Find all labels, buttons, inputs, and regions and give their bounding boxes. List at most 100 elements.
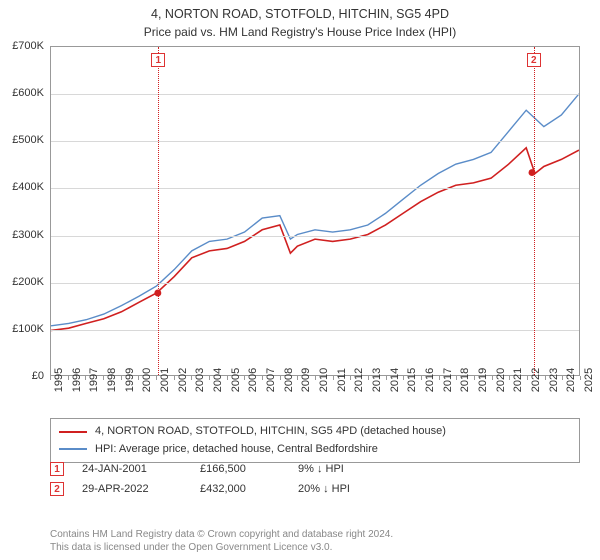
title-main: 4, NORTON ROAD, STOTFOLD, HITCHIN, SG5 4… [0, 6, 600, 24]
xtick-mark [492, 376, 493, 380]
gridline [51, 94, 579, 95]
xtick-mark [280, 376, 281, 380]
legend-row: 4, NORTON ROAD, STOTFOLD, HITCHIN, SG5 4… [59, 423, 571, 441]
gridline [51, 188, 579, 189]
xtick-mark [509, 376, 510, 380]
event-date: 29-APR-2022 [82, 483, 182, 495]
xtick-label: 2020 [495, 368, 507, 392]
xtick-mark [562, 376, 563, 380]
xtick-label: 2017 [442, 368, 454, 392]
events-table: 1 24-JAN-2001 £166,500 9% ↓ HPI 2 29-APR-2022… [50, 462, 580, 502]
ytick-label: £100K [2, 323, 44, 335]
xtick-label: 2001 [159, 368, 171, 392]
xtick-label: 2025 [583, 368, 595, 392]
xtick-label: 2010 [318, 368, 330, 392]
xtick-mark [156, 376, 157, 380]
xtick-mark [244, 376, 245, 380]
series-line-hpi [51, 94, 579, 326]
xtick-mark [262, 376, 263, 380]
chart-area: 12 £0£100K£200K£300K£400K£500K£600K£700K… [50, 46, 580, 376]
xtick-label: 1997 [88, 368, 100, 392]
ytick-label: £700K [2, 40, 44, 52]
xtick-mark [386, 376, 387, 380]
xtick-label: 2004 [212, 368, 224, 392]
xtick-label: 2024 [565, 368, 577, 392]
legend-row: HPI: Average price, detached house, Cent… [59, 441, 571, 459]
ytick-label: £200K [2, 276, 44, 288]
xtick-mark [50, 376, 51, 380]
xtick-label: 2006 [247, 368, 259, 392]
ytick-label: £0 [2, 370, 44, 382]
legend-label: 4, NORTON ROAD, STOTFOLD, HITCHIN, SG5 4… [95, 423, 446, 441]
xtick-mark [297, 376, 298, 380]
xtick-label: 2005 [230, 368, 242, 392]
footer-line1: Contains HM Land Registry data © Crown c… [50, 528, 580, 541]
event-date: 24-JAN-2001 [82, 463, 182, 475]
xtick-mark [68, 376, 69, 380]
footer: Contains HM Land Registry data © Crown c… [50, 528, 580, 554]
xtick-label: 2018 [459, 368, 471, 392]
ytick-label: £500K [2, 134, 44, 146]
gridline [51, 141, 579, 142]
xtick-mark [403, 376, 404, 380]
xtick-label: 2022 [530, 368, 542, 392]
xtick-mark [421, 376, 422, 380]
plot-region: 12 [50, 46, 580, 376]
event-line [534, 47, 535, 375]
xtick-label: 1999 [124, 368, 136, 392]
gridline [51, 330, 579, 331]
xtick-mark [456, 376, 457, 380]
xtick-mark [85, 376, 86, 380]
xtick-label: 1998 [106, 368, 118, 392]
xtick-mark [368, 376, 369, 380]
event-pct: 9% ↓ HPI [298, 463, 408, 475]
event-pct: 20% ↓ HPI [298, 483, 408, 495]
xtick-mark [315, 376, 316, 380]
xtick-mark [474, 376, 475, 380]
legend: 4, NORTON ROAD, STOTFOLD, HITCHIN, SG5 4… [50, 418, 580, 463]
legend-swatch [59, 431, 87, 433]
title-block: 4, NORTON ROAD, STOTFOLD, HITCHIN, SG5 4… [0, 0, 600, 40]
xtick-label: 1995 [53, 368, 65, 392]
xtick-label: 2011 [336, 368, 348, 392]
xtick-label: 2008 [283, 368, 295, 392]
xtick-mark [103, 376, 104, 380]
gridline [51, 236, 579, 237]
legend-label: HPI: Average price, detached house, Cent… [95, 441, 378, 459]
xtick-mark [121, 376, 122, 380]
event-price: £432,000 [200, 483, 280, 495]
xtick-label: 2007 [265, 368, 277, 392]
ytick-label: £300K [2, 229, 44, 241]
event-num: 1 [50, 462, 64, 476]
xtick-label: 2015 [406, 368, 418, 392]
xtick-label: 1996 [71, 368, 83, 392]
event-price: £166,500 [200, 463, 280, 475]
gridline [51, 283, 579, 284]
xtick-mark [191, 376, 192, 380]
xtick-label: 2021 [512, 368, 524, 392]
xtick-label: 2002 [177, 368, 189, 392]
xtick-label: 2000 [141, 368, 153, 392]
xtick-label: 2014 [389, 368, 401, 392]
ytick-label: £600K [2, 87, 44, 99]
xtick-label: 2016 [424, 368, 436, 392]
xtick-mark [545, 376, 546, 380]
xtick-label: 2009 [300, 368, 312, 392]
event-num: 2 [50, 482, 64, 496]
legend-swatch [59, 448, 87, 450]
xtick-mark [138, 376, 139, 380]
chart-svg [51, 47, 579, 375]
event-marker-box: 1 [151, 53, 165, 67]
xtick-mark [227, 376, 228, 380]
ytick-label: £400K [2, 181, 44, 193]
xtick-mark [439, 376, 440, 380]
xtick-mark [333, 376, 334, 380]
event-row: 2 29-APR-2022 £432,000 20% ↓ HPI [50, 482, 580, 496]
event-marker-box: 2 [527, 53, 541, 67]
series-line-property [51, 148, 579, 331]
event-row: 1 24-JAN-2001 £166,500 9% ↓ HPI [50, 462, 580, 476]
xtick-mark [174, 376, 175, 380]
xtick-mark [209, 376, 210, 380]
chart-container: 4, NORTON ROAD, STOTFOLD, HITCHIN, SG5 4… [0, 0, 600, 560]
xtick-label: 2019 [477, 368, 489, 392]
